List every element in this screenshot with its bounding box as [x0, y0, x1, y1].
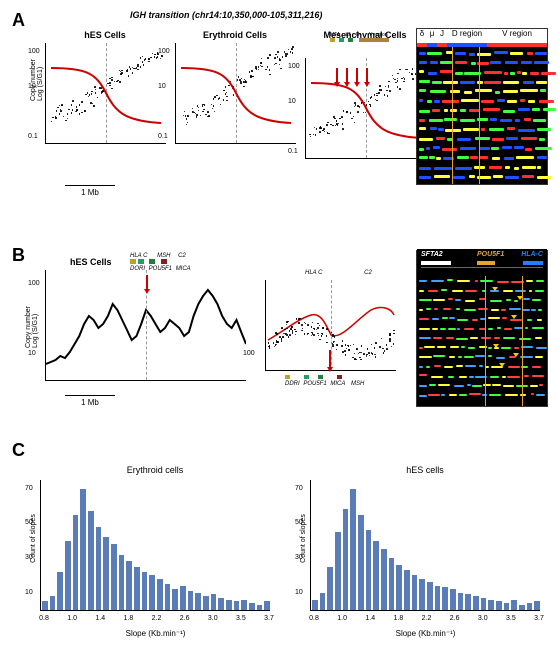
panel-b-label: B [12, 245, 25, 266]
panel-a-label: A [12, 10, 25, 31]
panel-c: C Erythroid cells10305070Count of slopes… [10, 440, 548, 640]
fiber-image-b: SFTA2 POU5F1 HLA-C [416, 250, 548, 407]
panel-a-title: IGH transition (chr14:10,350,000-105,311… [130, 10, 322, 20]
histogram-1: hES cells10305070Count of slopes0.81.01.… [310, 465, 540, 625]
fiber-image-a: δμJD regionV region [416, 28, 548, 185]
fiber-b-header: SFTA2 POU5F1 HLA-C [417, 249, 547, 274]
scatter-0: hES Cells100100.1Copy numberLog (S/G1) [45, 30, 165, 160]
y-axis-label-b: Copy numberLog (S/G1) [25, 306, 39, 348]
scatter-1: Erythroid Cells100100.1 [175, 30, 295, 160]
gene-labels-b-right: DDRI POU5F1 MICA MSH [285, 375, 364, 387]
histogram-0: Erythroid cells10305070Count of slopes0.… [40, 465, 270, 625]
fiber-a-header: δμJD regionV region [417, 29, 547, 47]
panel-b-line-chart: Copy numberLog (S/G1) 10 100 [45, 270, 246, 381]
panel-b-scatter: 100 DDRI POU5F1 MICA MSH HLA C C2 [265, 280, 395, 380]
panel-b-celltype: hES Cells [70, 257, 112, 267]
scale-bar-a: 1 Mb [65, 185, 115, 197]
panel-c-label: C [12, 440, 25, 461]
panel-a: A IGH transition (chr14:10,350,000-105,3… [10, 10, 548, 230]
scale-bar-b: 1 Mb [65, 395, 115, 407]
scatter-2: Mesenchymal CellsMTA IG D V region100100… [305, 30, 425, 160]
panel-b: B hES Cells HLA C MSH C2 DORI POU5F1 MIC… [10, 245, 548, 425]
